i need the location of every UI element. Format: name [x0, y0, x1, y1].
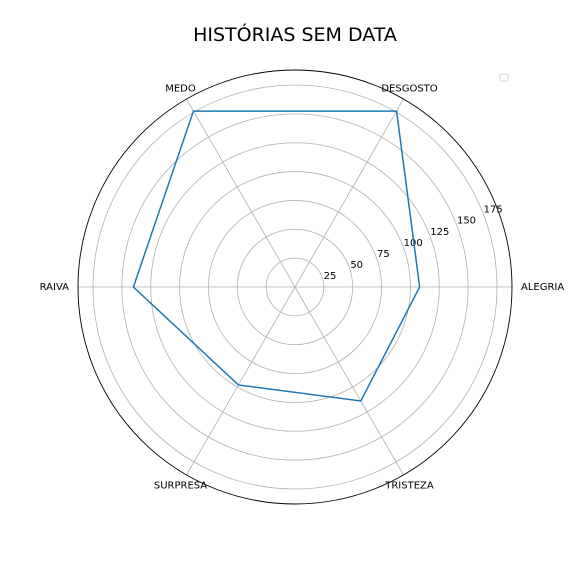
category-label: DESGOSTO [381, 84, 437, 95]
radial-tick-label: 75 [377, 249, 390, 260]
category-label: TRISTEZA [384, 480, 434, 491]
category-label: MEDO [165, 84, 196, 95]
radial-tick-label: 125 [430, 227, 449, 238]
radar-series [132, 110, 421, 402]
radial-tick-label: 175 [484, 205, 503, 216]
legend-box [499, 73, 509, 82]
category-label: ALEGRIA [521, 282, 564, 293]
radial-tick-label: 25 [324, 271, 337, 282]
polar-frame [77, 69, 513, 505]
radar-grid [77, 69, 513, 505]
radial-tick-label: 50 [350, 260, 363, 271]
chart-title: HISTÓRIAS SEM DATA [193, 22, 397, 46]
grid-spoke [294, 286, 404, 476]
radial-tick-label: 150 [457, 216, 476, 227]
category-label: SURPRESA [154, 480, 207, 491]
grid-spoke [186, 98, 296, 288]
category-label: RAIVA [40, 282, 70, 293]
category-labels: ALEGRIA DESGOSTO MEDO RAIVA SURPRESA TRISTEZA [40, 84, 565, 492]
grid-spoke [294, 98, 404, 288]
grid-spoke [186, 286, 296, 476]
